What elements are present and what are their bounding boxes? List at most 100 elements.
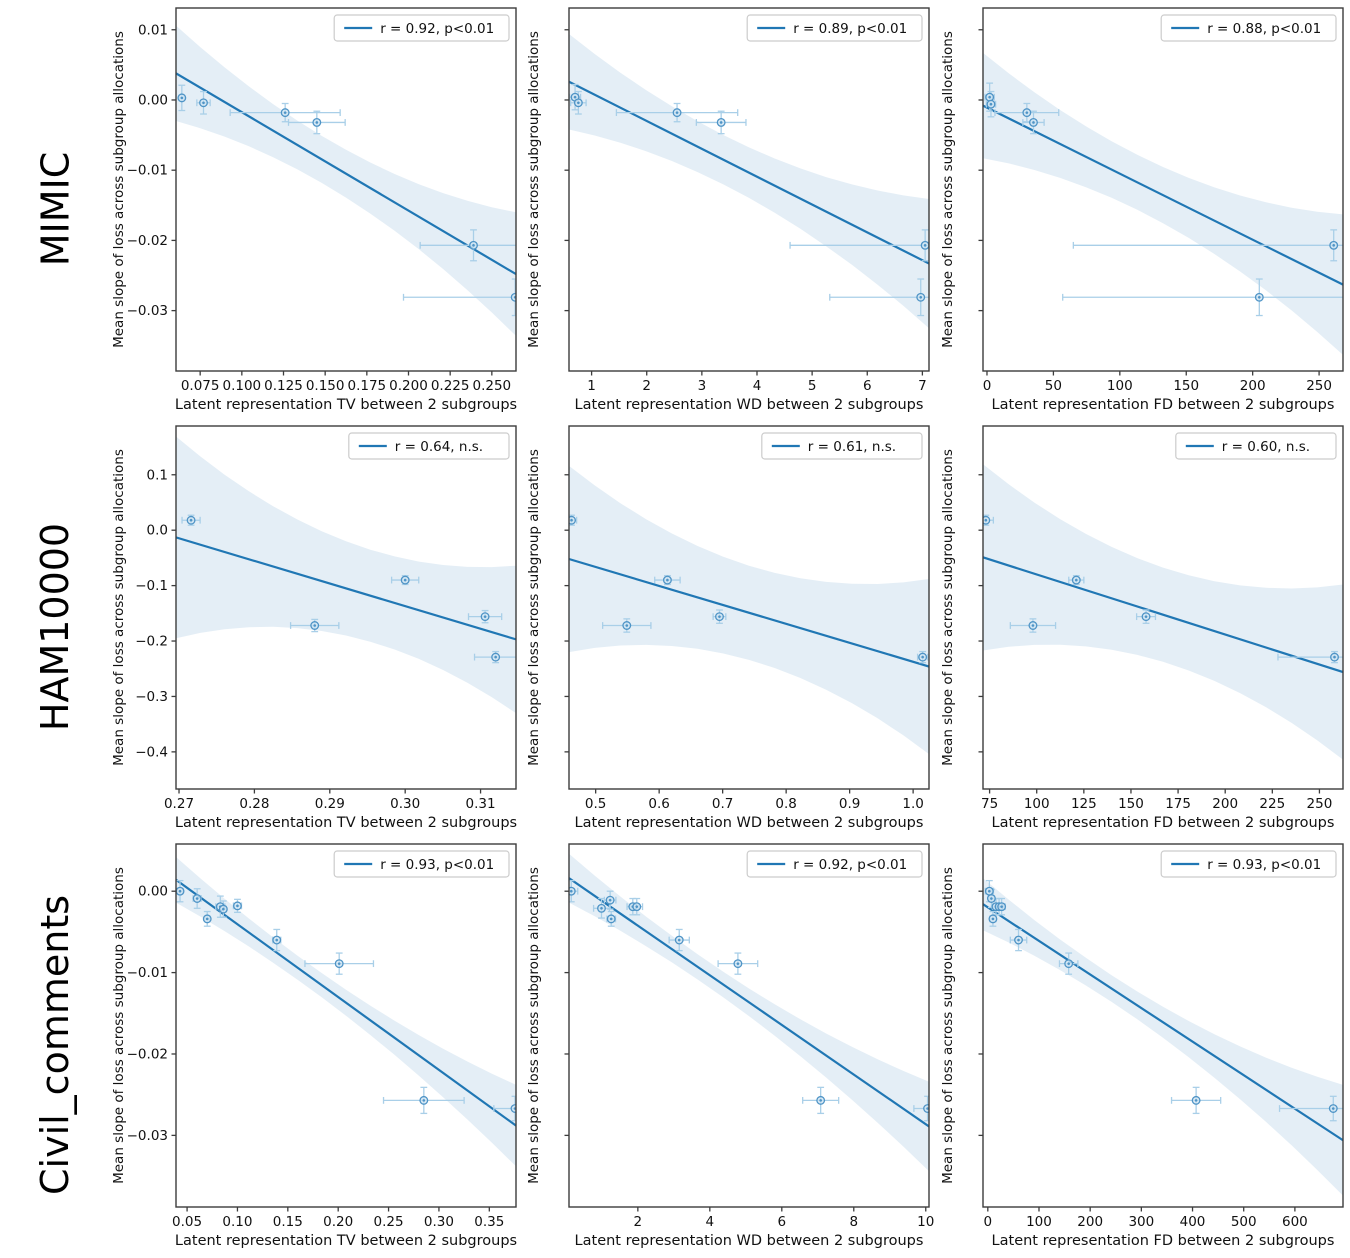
data-point-marker <box>1191 1095 1201 1105</box>
data-point-marker <box>1329 652 1339 662</box>
regression-line <box>176 536 516 641</box>
axes-spines <box>568 843 931 1208</box>
x-tick-label: 0.125 <box>264 378 303 394</box>
data-point-marker <box>672 108 682 118</box>
data-point-marker <box>715 612 725 622</box>
x-tick-label: 1 <box>588 378 597 394</box>
data-point-marker <box>569 515 577 525</box>
y-tick-label: −0.1 <box>135 578 168 594</box>
regression-line <box>982 556 1343 674</box>
legend: r = 0.93, p<0.01 <box>1160 850 1337 878</box>
y-tick-label: −0.03 <box>127 303 168 319</box>
x-tick-label: 75 <box>981 796 998 812</box>
x-tick-label: 0.30 <box>390 796 420 812</box>
legend: r = 0.61, n.s. <box>761 432 923 460</box>
data-point-marker <box>469 240 478 250</box>
x-axis-label: Latent representation TV between 2 subgr… <box>175 815 517 831</box>
data-point-marker <box>986 99 996 109</box>
confidence-band <box>569 853 930 1172</box>
legend: r = 0.60, n.s. <box>1174 432 1337 460</box>
data-point-marker <box>1071 575 1081 585</box>
x-tick-label: 4 <box>706 1214 715 1230</box>
row-label-civil-comments: Civil_comments <box>0 836 110 1254</box>
data-point-marker <box>996 902 1006 912</box>
y-tick-label: −0.01 <box>127 965 168 981</box>
row-label-mimic: MIMIC <box>0 0 110 418</box>
confidence-band <box>569 34 930 329</box>
axes-spines <box>175 425 517 790</box>
plot-data-area <box>569 465 930 755</box>
x-axis-label: Latent representation FD between 2 subgr… <box>991 397 1334 413</box>
plot-mimic-tv: 0.075 0.100 0.125 0.150 0.175 0.200 0.225 0.250… <box>110 0 523 418</box>
x-tick-label: 0.27 <box>164 796 194 812</box>
regression-line <box>569 80 930 265</box>
x-tick-label: 7 <box>918 378 927 394</box>
data-point-marker <box>192 894 202 903</box>
data-point-marker <box>988 914 998 924</box>
plot-ham10000-wd: 0.5 0.6 0.7 0.8 0.9 1.0 Latent representation … <box>523 418 936 836</box>
data-point-marker <box>177 93 187 103</box>
chart-canvas: 75 100 125 150 175 200 225 250 Latent representa… <box>940 425 1344 831</box>
x-tick-label: 10 <box>917 1214 934 1230</box>
legend-label: r = 0.93, p<0.01 <box>1207 857 1321 873</box>
data-point-marker <box>570 92 580 102</box>
x-tick-label: 0.8 <box>776 796 797 812</box>
regression-line <box>982 903 1343 1142</box>
y-axis-label: Mean slope of loss across subgroup alloc… <box>526 449 542 766</box>
x-tick-label: 125 <box>1071 796 1097 812</box>
plot-data-area <box>176 25 516 336</box>
legend-label: r = 0.92, p<0.01 <box>380 21 494 37</box>
y-tick-label: 0.00 <box>138 92 168 108</box>
x-tick-label: 0.9 <box>839 796 860 812</box>
data-point-marker <box>510 292 516 302</box>
row-label-ham10000: HAM10000 <box>0 418 110 836</box>
data-point-marker <box>574 98 584 108</box>
data-point-marker <box>400 575 410 585</box>
y-tick-label: −0.02 <box>127 1046 168 1062</box>
data-point-marker <box>923 1104 930 1113</box>
data-point-marker <box>982 515 990 525</box>
legend-label: r = 0.89, p<0.01 <box>794 21 908 37</box>
regression-line <box>176 878 516 1127</box>
x-tick-label: 100 <box>1107 378 1133 394</box>
x-tick-label: 0.28 <box>239 796 269 812</box>
data-point-marker <box>816 1095 826 1105</box>
regression-line <box>569 877 930 1128</box>
x-tick-label: 150 <box>1118 796 1144 812</box>
legend-label: r = 0.60, n.s. <box>1221 439 1309 455</box>
y-tick-label: 0.1 <box>147 467 168 483</box>
axes-spines <box>568 7 931 372</box>
plot-data-area <box>982 878 1343 1196</box>
y-tick-label: −0.3 <box>135 689 168 705</box>
data-point-marker <box>199 98 208 108</box>
y-axis-label: Mean slope of loss across subgroup alloc… <box>940 31 956 348</box>
chart-canvas: 0.5 0.6 0.7 0.8 0.9 1.0 Latent representation … <box>526 425 931 831</box>
x-tick-label: 0.35 <box>474 1214 504 1230</box>
x-tick-label: 150 <box>1173 378 1199 394</box>
data-point-marker <box>1254 292 1264 302</box>
x-tick-label: 2 <box>643 378 652 394</box>
y-axis-label: Mean slope of loss across subgroup alloc… <box>111 867 127 1184</box>
data-point-marker <box>272 935 282 945</box>
row-label-text: Civil_comments <box>33 894 77 1196</box>
x-axis-label: Latent representation WD between 2 subgr… <box>575 815 924 831</box>
data-point-marker <box>1328 240 1338 250</box>
x-tick-label: 100 <box>1026 1214 1052 1230</box>
data-point-marker <box>986 894 996 903</box>
error-bars <box>1009 928 1028 952</box>
x-tick-label: 225 <box>1259 796 1285 812</box>
x-tick-label: 2 <box>634 1214 643 1230</box>
x-tick-label: 0.05 <box>172 1214 202 1230</box>
data-point-marker <box>176 886 185 896</box>
data-point-marker <box>918 652 928 662</box>
x-tick-label: 600 <box>1282 1214 1308 1230</box>
x-tick-label: 4 <box>753 378 762 394</box>
confidence-band <box>982 52 1343 355</box>
y-axis-label: Mean slope of loss across subgroup alloc… <box>526 867 542 1184</box>
legend: r = 0.92, p<0.01 <box>333 14 510 42</box>
data-point-marker <box>202 914 212 924</box>
data-point-marker <box>597 903 607 913</box>
axes-spines <box>981 843 1344 1208</box>
y-axis-label: Mean slope of loss across subgroup alloc… <box>526 31 542 348</box>
x-tick-label: 250 <box>1306 796 1332 812</box>
